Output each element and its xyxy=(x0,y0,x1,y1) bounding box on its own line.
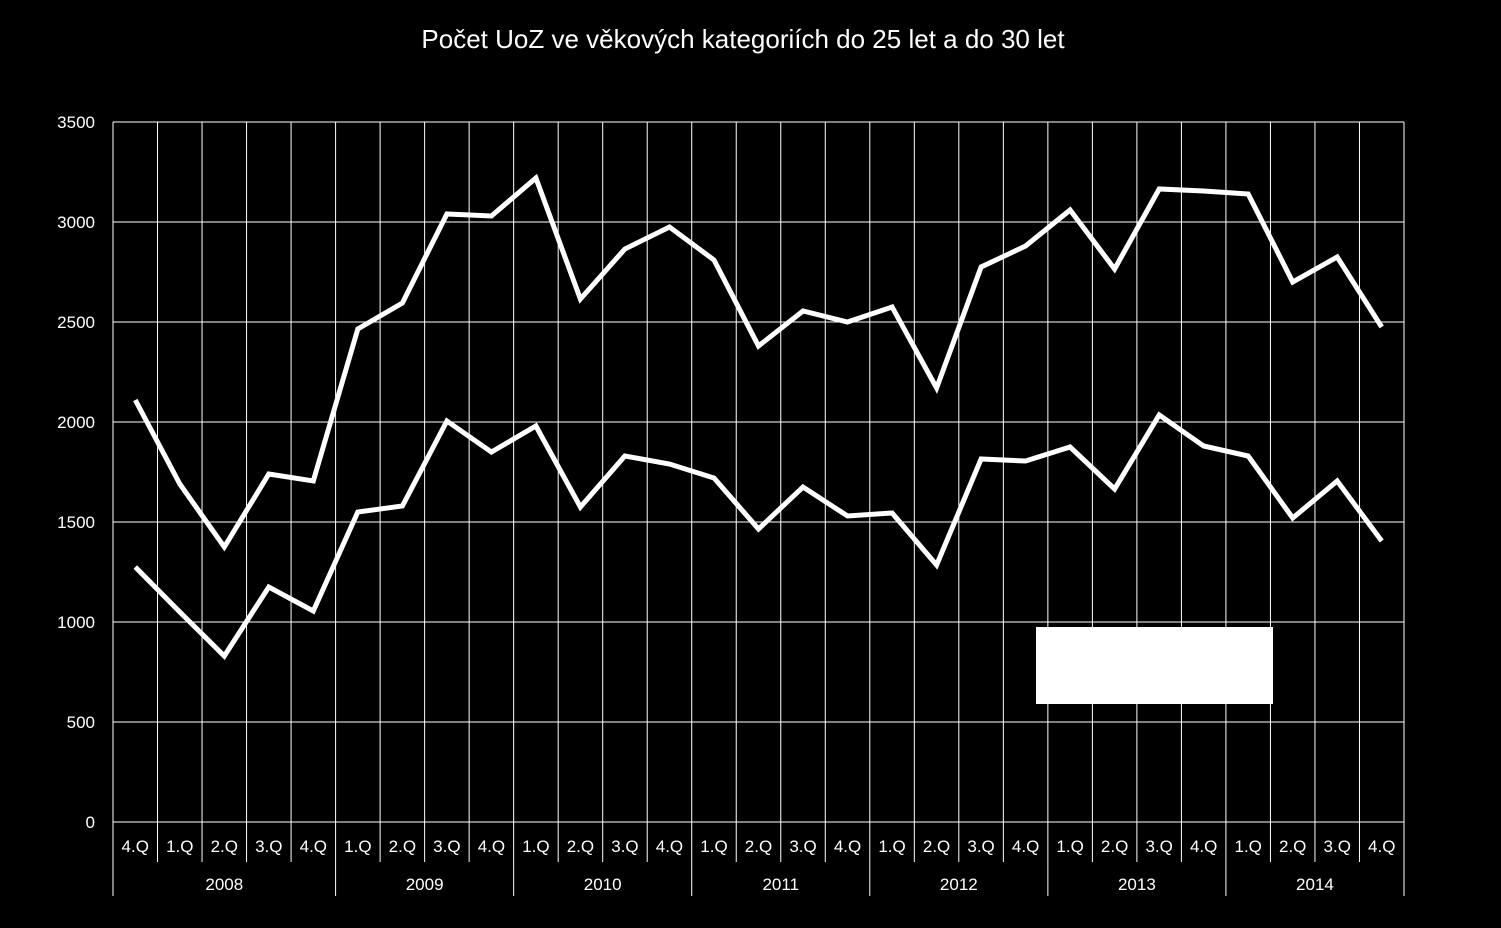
x-tick-label: 1.Q xyxy=(166,837,193,856)
x-tick-label: 2.Q xyxy=(1279,837,1306,856)
x-tick-label: 2.Q xyxy=(923,837,950,856)
x-axis-ticks: 4.Q 1.Q 2.Q 3.Q 4.Q 1.Q 2.Q 3.Q 4.Q 1.Q 2.Q 3.Q 4.Q 1… xyxy=(122,837,1396,894)
year-label: 2008 xyxy=(205,875,243,894)
year-label: 2011 xyxy=(762,875,799,894)
x-tick-label: 1.Q xyxy=(700,837,727,856)
chart-title: Počet UoZ ve věkových kategoriích do 25 … xyxy=(421,24,1065,54)
year-label: 2013 xyxy=(1118,875,1156,894)
x-tick-label: 4.Q xyxy=(300,837,327,856)
x-tick-label: 3.Q xyxy=(433,837,460,856)
x-tick-label: 3.Q xyxy=(967,837,994,856)
x-tick-label: 1.Q xyxy=(522,837,549,856)
x-tick-label: 3.Q xyxy=(255,837,282,856)
series-lines xyxy=(133,173,1384,660)
x-tick-label: 1.Q xyxy=(1234,837,1261,856)
y-axis-ticks: 0 500 1000 1500 2000 2500 3000 3500 xyxy=(57,113,95,832)
x-tick-label: 3.Q xyxy=(789,837,816,856)
x-tick-label: 4.Q xyxy=(834,837,861,856)
year-label: 2014 xyxy=(1296,875,1334,894)
y-tick-label: 0 xyxy=(86,813,95,832)
x-tick-label: 4.Q xyxy=(122,837,149,856)
gridlines xyxy=(112,121,1405,896)
y-tick-label: 500 xyxy=(67,713,95,732)
x-tick-label: 2.Q xyxy=(567,837,594,856)
y-tick-label: 1500 xyxy=(57,513,95,532)
y-tick-label: 2500 xyxy=(57,313,95,332)
x-tick-label: 2.Q xyxy=(389,837,416,856)
x-tick-label: 3.Q xyxy=(1145,837,1172,856)
x-tick-label: 1.Q xyxy=(1056,837,1083,856)
x-tick-label: 4.Q xyxy=(1368,837,1395,856)
y-tick-label: 3000 xyxy=(57,213,95,232)
y-tick-label: 1000 xyxy=(57,613,95,632)
x-tick-label: 2.Q xyxy=(1101,837,1128,856)
year-label: 2009 xyxy=(406,875,444,894)
y-tick-label: 3500 xyxy=(57,113,95,132)
x-tick-label: 3.Q xyxy=(611,837,638,856)
x-tick-label: 2.Q xyxy=(211,837,238,856)
year-label: 2012 xyxy=(940,875,978,894)
x-tick-label: 4.Q xyxy=(1012,837,1039,856)
x-tick-label: 4.Q xyxy=(1190,837,1217,856)
x-tick-label: 1.Q xyxy=(878,837,905,856)
x-tick-label: 4.Q xyxy=(656,837,683,856)
x-tick-label: 1.Q xyxy=(344,837,371,856)
x-tick-label: 3.Q xyxy=(1324,837,1351,856)
series-line-1 xyxy=(133,173,1384,552)
x-tick-label: 2.Q xyxy=(745,837,772,856)
white-box xyxy=(1036,627,1273,704)
x-tick-label: 4.Q xyxy=(478,837,505,856)
year-label: 2010 xyxy=(584,875,622,894)
y-tick-label: 2000 xyxy=(57,413,95,432)
series-line-2 xyxy=(133,411,1384,660)
